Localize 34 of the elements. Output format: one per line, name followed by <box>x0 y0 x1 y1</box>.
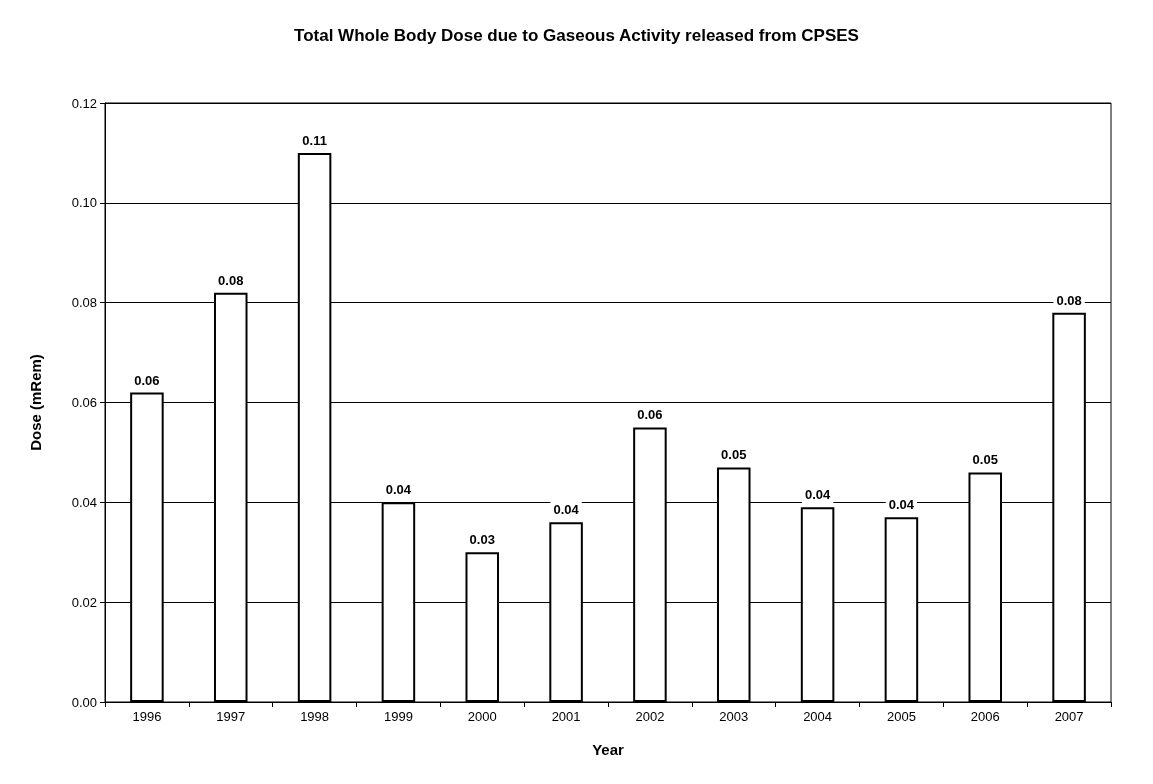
x-tick-label: 2002 <box>635 709 665 724</box>
data-label: 0.04 <box>888 497 915 513</box>
x-tick-label: 1996 <box>132 709 162 724</box>
data-label: 0.11 <box>302 132 327 148</box>
x-tick-label: 2003 <box>719 709 749 724</box>
data-label: 0.08 <box>218 272 244 288</box>
x-tick-label: 2004 <box>803 709 833 724</box>
data-label: 0.04 <box>553 502 580 518</box>
x-tick-label: 1998 <box>300 709 330 724</box>
x-tick-label: 1997 <box>216 709 246 724</box>
x-axis-title: Year <box>592 741 625 758</box>
x-tick-label: 2000 <box>467 709 497 724</box>
data-label: 0.05 <box>721 447 747 463</box>
y-tick-label: 0.04 <box>71 494 97 510</box>
data-label: 0.08 <box>1056 292 1082 308</box>
x-tick-label: 1999 <box>383 709 413 724</box>
y-axis-title: Dose (mRem) <box>27 354 44 451</box>
x-tick-label: 2007 <box>1054 709 1084 724</box>
data-label: 0.04 <box>804 487 831 503</box>
chart-title: Total Whole Body Dose due to Gaseous Activity released from CPSES <box>294 26 859 45</box>
x-tick-label: 2001 <box>551 709 581 724</box>
data-label: 0.04 <box>385 482 412 498</box>
data-label: 0.05 <box>972 452 998 468</box>
y-tick-label: 0.08 <box>71 295 97 311</box>
x-tick-label: 2005 <box>886 709 916 724</box>
y-tick-label: 0.10 <box>71 195 97 211</box>
x-tick-label: 2006 <box>970 709 1000 724</box>
y-tick-label: 0.00 <box>71 694 97 710</box>
y-tick-label: 0.12 <box>71 95 97 111</box>
data-label: 0.06 <box>134 372 160 388</box>
y-tick-label: 0.02 <box>71 594 97 610</box>
data-label: 0.06 <box>637 407 663 423</box>
y-tick-label: 0.06 <box>71 395 97 410</box>
data-label: 0.03 <box>469 532 495 548</box>
